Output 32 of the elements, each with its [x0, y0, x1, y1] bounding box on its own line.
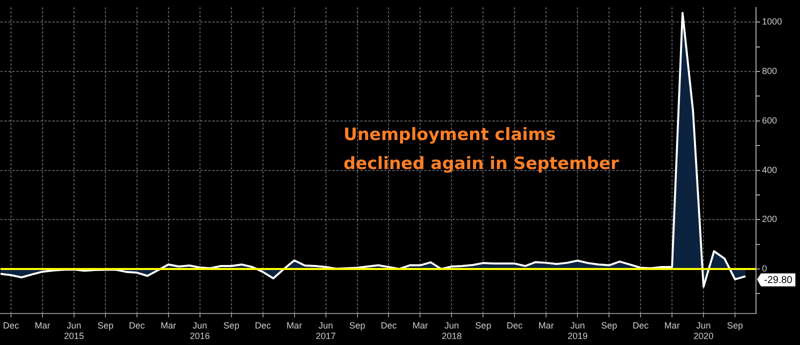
- x-tick-label: Sep: [475, 320, 492, 330]
- annotation: -29.80: [764, 275, 793, 286]
- x-tick-label: Jun 2019: [568, 320, 588, 342]
- x-tick-label: Jun 2020: [694, 320, 714, 342]
- x-tick-label: Sep: [349, 320, 366, 330]
- y-tick-label: 600: [762, 115, 778, 126]
- y-tick-label: 200: [762, 214, 778, 224]
- x-tick-label: Sep: [97, 320, 114, 330]
- x-tick-label: Sep: [223, 320, 240, 330]
- y-tick-label: 1000: [762, 16, 782, 27]
- x-tick-label: Dec: [632, 320, 650, 330]
- x-tick-label: Jun 2017: [316, 320, 336, 342]
- x-tick-label: Mar: [34, 320, 50, 330]
- x-tick-label: Sep: [727, 320, 744, 330]
- y-tick-label: 400: [762, 164, 778, 175]
- x-tick-label: Jun 2018: [442, 320, 462, 342]
- annotation: Unemployment claims declined again in September: [344, 124, 620, 174]
- y-tick-label: 800: [762, 66, 778, 76]
- x-tick-label: Jun 2015: [64, 320, 84, 342]
- x-tick-label: Dec: [128, 320, 146, 330]
- x-tick-label: Dec: [254, 320, 272, 330]
- y-tick-label: 0: [762, 263, 768, 274]
- x-tick-label: Dec: [380, 320, 398, 330]
- x-tick-label: Jun 2016: [190, 320, 210, 342]
- x-tick-label: Dec: [506, 320, 524, 330]
- x-tick-label: Mar: [160, 320, 176, 330]
- x-tick-label: Sep: [601, 320, 618, 330]
- x-tick-label: Mar: [664, 320, 680, 330]
- x-tick-label: Mar: [538, 320, 554, 330]
- x-tick-label: Dec: [2, 320, 20, 330]
- x-tick-label: Mar: [412, 320, 428, 330]
- x-tick-label: Mar: [286, 320, 302, 330]
